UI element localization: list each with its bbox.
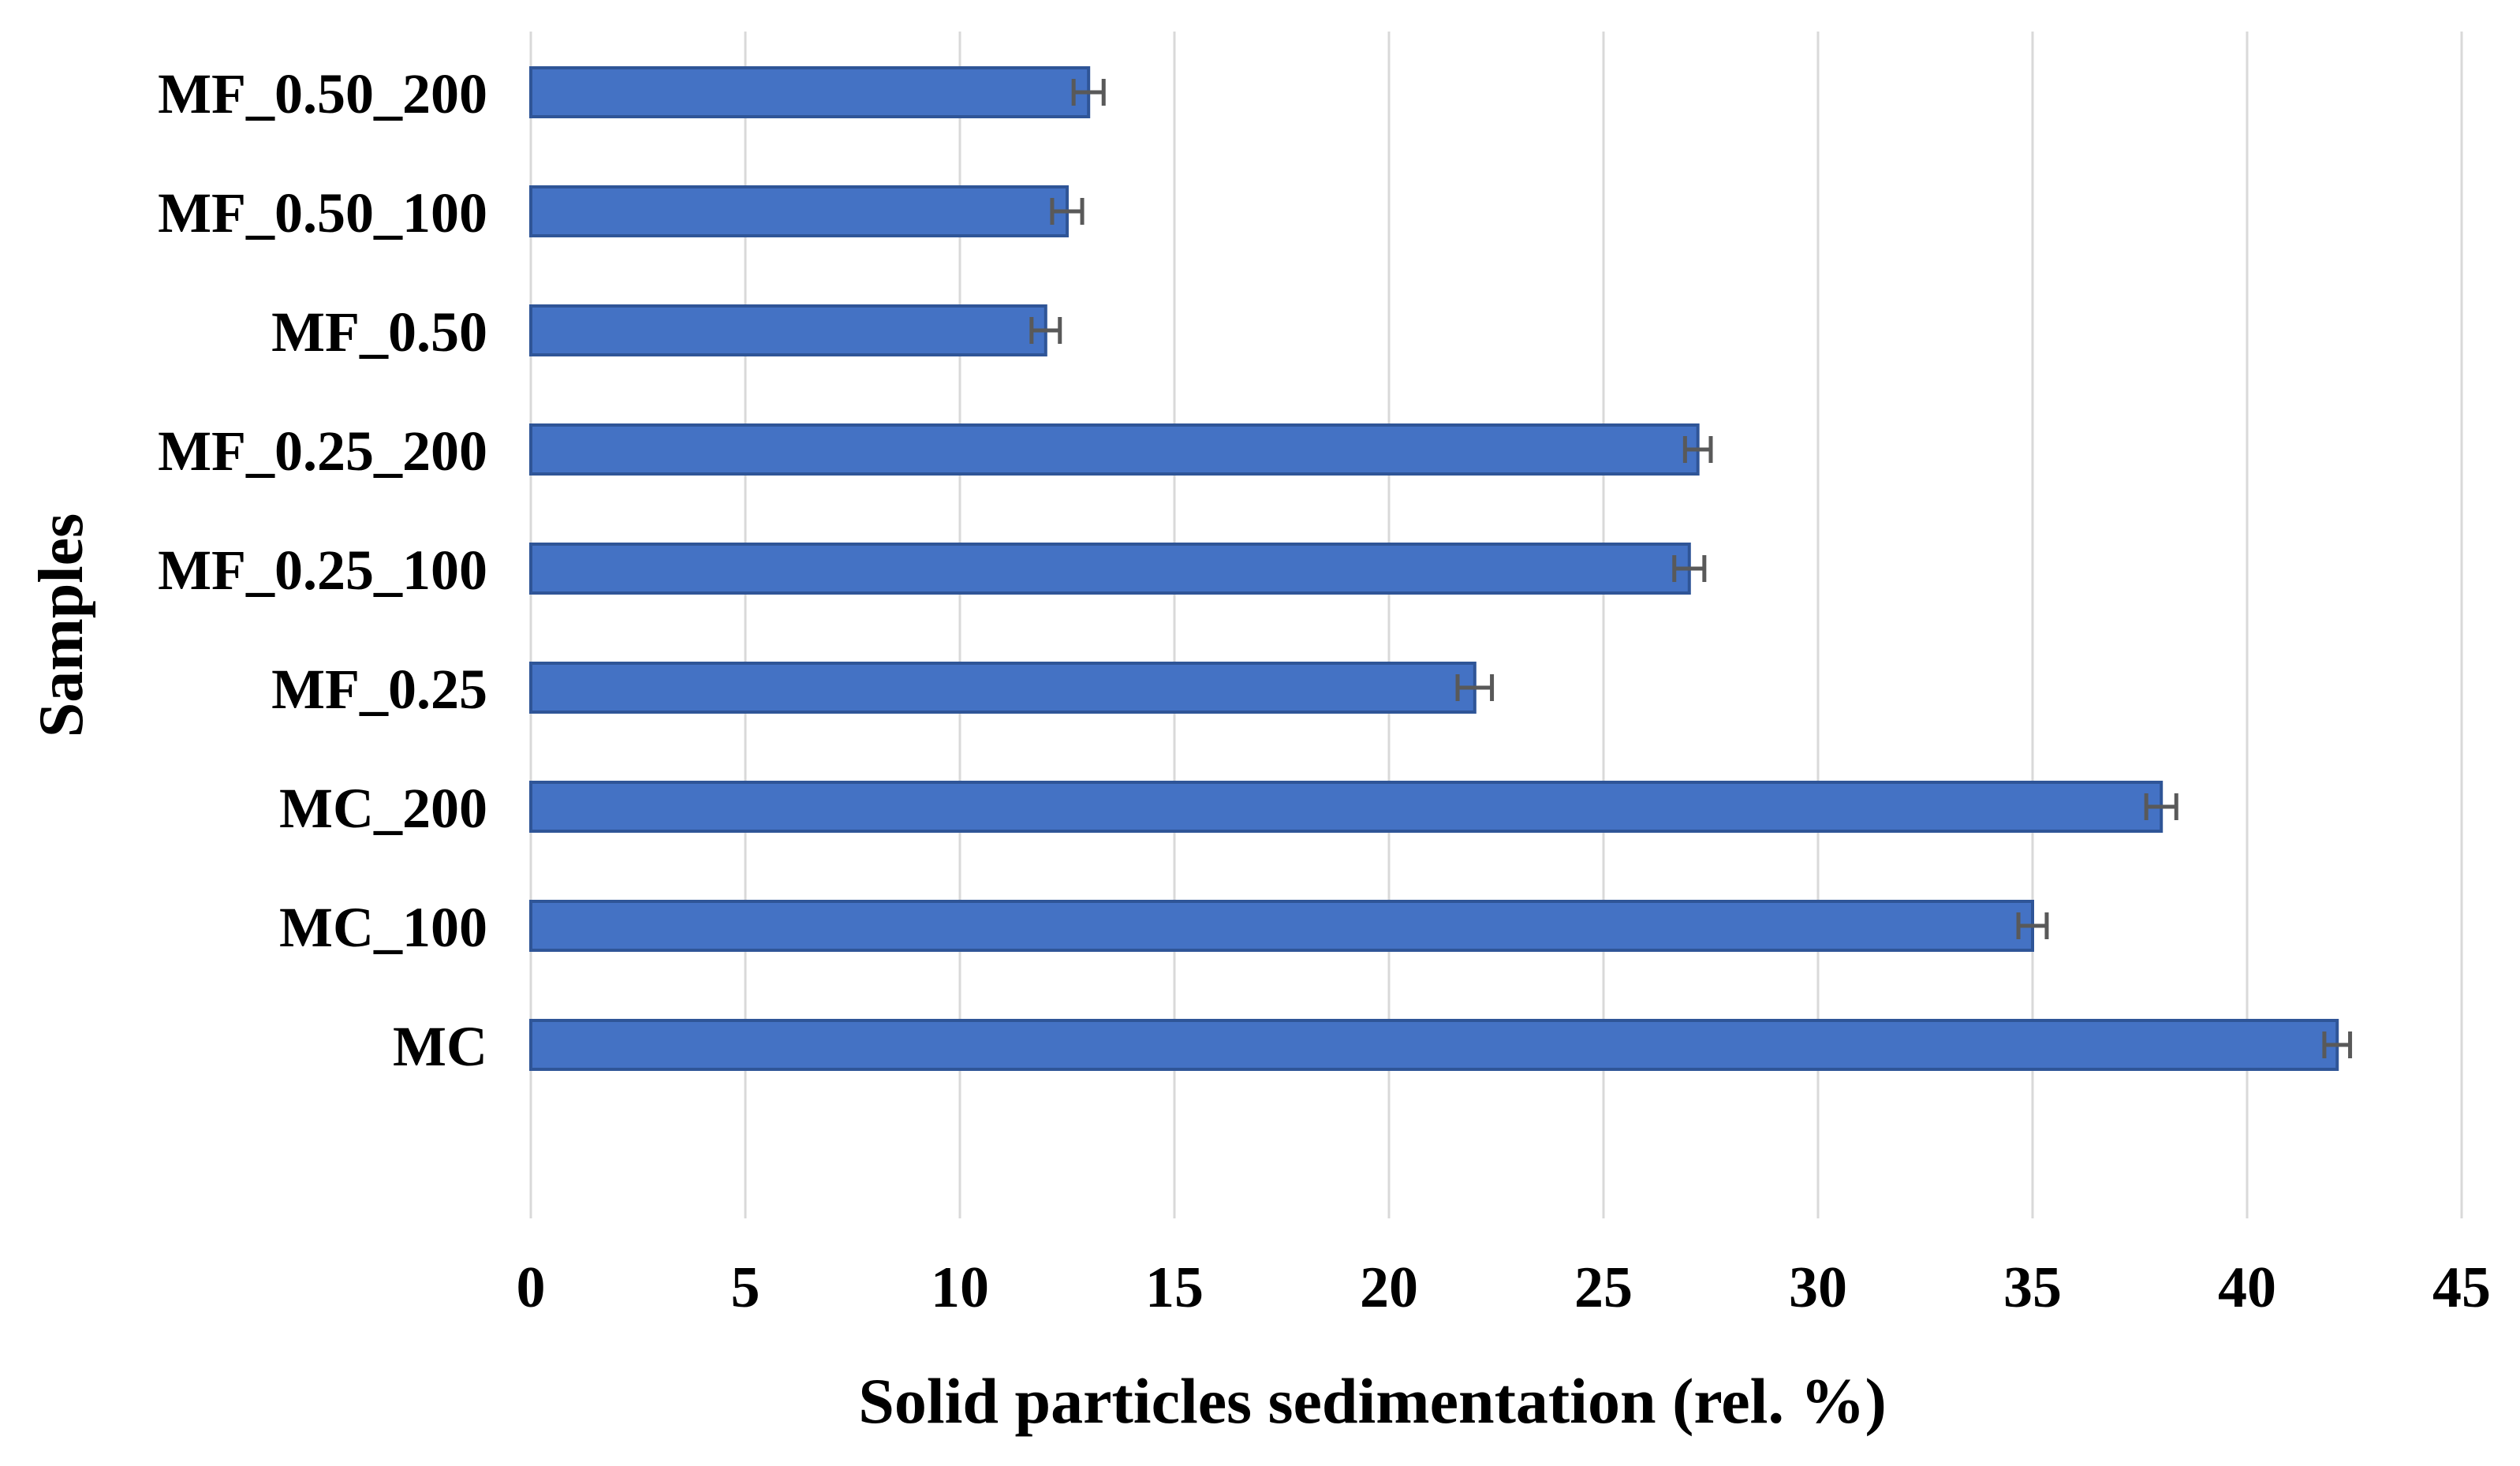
y-axis-title: Samples <box>27 513 96 738</box>
category-label: MF_0.50 <box>271 300 487 364</box>
category-label: MF_0.50_100 <box>158 181 487 244</box>
x-tick-label: 40 <box>2218 1255 2276 1320</box>
bar <box>529 1019 2339 1071</box>
category-label: MC_100 <box>279 896 487 959</box>
x-tick-label: 15 <box>1145 1255 1204 1320</box>
bar <box>529 66 1091 118</box>
bar <box>529 781 2163 833</box>
x-tick-label: 35 <box>2003 1255 2062 1320</box>
category-label: MF_0.25_200 <box>158 420 487 483</box>
x-axis-title: Solid particles sedimentation (rel. %) <box>858 1365 1887 1437</box>
x-tick-label: 30 <box>1789 1255 1847 1320</box>
bar <box>529 423 1700 476</box>
bar <box>529 662 1477 714</box>
x-tick-label: 10 <box>931 1255 989 1320</box>
x-tick-label: 20 <box>1360 1255 1418 1320</box>
category-label: MF_0.25 <box>271 658 487 721</box>
bar <box>529 543 1691 595</box>
x-tick-label: 25 <box>1574 1255 1633 1320</box>
x-tick-label: 5 <box>731 1255 760 1320</box>
category-label: MC <box>393 1015 487 1078</box>
x-tick-label: 0 <box>517 1255 546 1320</box>
x-tick-label: 45 <box>2432 1255 2491 1320</box>
bar <box>529 304 1047 356</box>
category-label: MF_0.25_100 <box>158 539 487 602</box>
category-label: MC_200 <box>279 777 487 840</box>
bar <box>529 185 1069 237</box>
category-label: MF_0.50_200 <box>158 62 487 125</box>
bar <box>529 900 2034 952</box>
